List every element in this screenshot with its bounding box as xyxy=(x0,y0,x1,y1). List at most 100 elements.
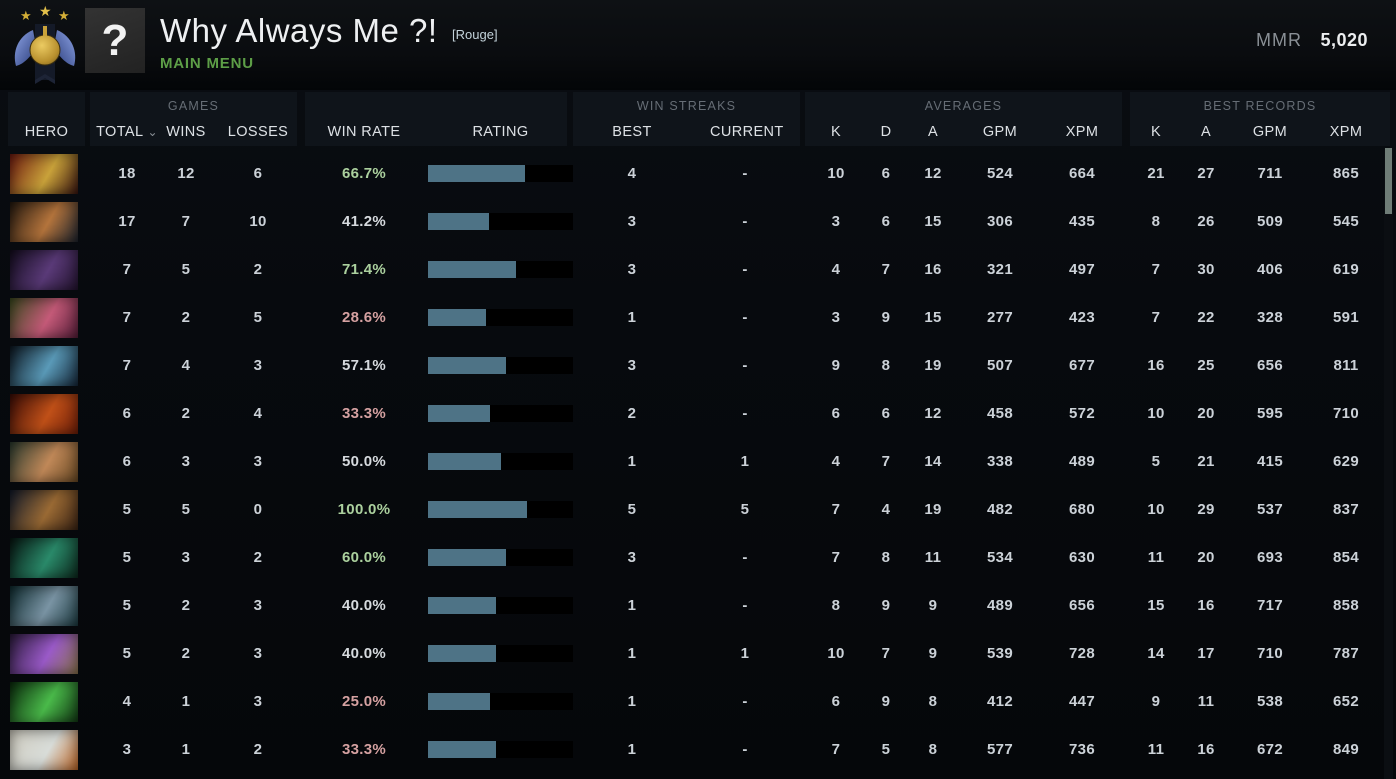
win-rate-value: 57.1% xyxy=(341,357,387,374)
best-assists-value: 22 xyxy=(1197,309,1215,326)
hero-portrait[interactable] xyxy=(10,490,78,530)
hero-stats-row[interactable]: 5 2 3 40.0% 1 1 10 7 9 539 728 14 17 710… xyxy=(0,630,1396,678)
hero-stats-row[interactable]: 17 7 10 41.2% 3 - 3 6 15 306 435 8 26 50… xyxy=(0,198,1396,246)
win-rate-value: 25.0% xyxy=(341,693,387,710)
best-assists-value: 20 xyxy=(1197,405,1215,422)
column-header-best-streak[interactable]: BEST xyxy=(612,124,652,140)
column-header-avg-xpm[interactable]: XPM xyxy=(1065,124,1099,140)
best-kills-value: 7 xyxy=(1151,309,1161,326)
mmr-value: 5,020 xyxy=(1320,30,1368,50)
column-header-avg-kills[interactable]: K xyxy=(830,124,842,140)
hero-stats-row[interactable]: 4 1 3 25.0% 1 - 6 9 8 412 447 9 11 538 6… xyxy=(0,678,1396,726)
hero-portrait[interactable] xyxy=(10,250,78,290)
hero-stats-row[interactable]: 5 2 3 40.0% 1 - 8 9 9 489 656 15 16 717 … xyxy=(0,582,1396,630)
best-assists-value: 30 xyxy=(1197,261,1215,278)
vertical-scrollbar[interactable] xyxy=(1384,148,1393,779)
best-assists-value: 29 xyxy=(1197,501,1215,518)
hero-stats-row[interactable]: 6 2 4 33.3% 2 - 6 6 12 458 572 10 20 595… xyxy=(0,390,1396,438)
rating-bar xyxy=(428,390,573,438)
hero-stats-row[interactable]: 7 5 2 71.4% 3 - 4 7 16 321 497 7 30 406 … xyxy=(0,246,1396,294)
hero-stats-row[interactable]: 6 3 3 50.0% 1 1 4 7 14 338 489 5 21 415 … xyxy=(0,438,1396,486)
column-header-avg-deaths[interactable]: D xyxy=(880,124,892,140)
column-header-current-streak[interactable]: CURRENT xyxy=(710,124,784,140)
column-header-wins[interactable]: WINS xyxy=(166,124,206,140)
best-streak-value: 1 xyxy=(627,597,637,614)
hero-stats-row[interactable]: 5 5 0 100.0% 5 5 7 4 19 482 680 10 29 53… xyxy=(0,486,1396,534)
hero-portrait[interactable] xyxy=(10,154,78,194)
best-xpm-value: 849 xyxy=(1333,741,1359,758)
column-header-win-rate[interactable]: WIN RATE xyxy=(327,124,401,140)
rating-bar-fill xyxy=(428,645,497,662)
hero-portrait[interactable] xyxy=(10,682,78,722)
column-header-total[interactable]: TOTAL ⌄ xyxy=(92,121,162,143)
player-avatar[interactable]: ? xyxy=(85,8,145,73)
win-rate-value: 41.2% xyxy=(341,213,387,230)
avg-deaths-value: 6 xyxy=(881,405,891,422)
losses-value: 6 xyxy=(253,165,263,182)
rating-bar-fill xyxy=(428,405,491,422)
hero-stats-row[interactable]: 7 2 5 28.6% 1 - 3 9 15 277 423 7 22 328 … xyxy=(0,294,1396,342)
avg-xpm-value: 447 xyxy=(1069,693,1095,710)
avg-gpm-value: 507 xyxy=(987,357,1013,374)
best-assists-value: 11 xyxy=(1197,693,1215,710)
scrollbar-thumb[interactable] xyxy=(1385,148,1392,214)
player-name-block: Why Always Me ?! [Rouge] MAIN MENU xyxy=(160,12,498,72)
hero-portrait[interactable] xyxy=(10,442,78,482)
avg-gpm-value: 577 xyxy=(987,741,1013,758)
column-header-avg-assists[interactable]: A xyxy=(927,124,939,140)
losses-value: 3 xyxy=(253,645,263,662)
avg-deaths-value: 4 xyxy=(881,501,891,518)
avg-kills-value: 4 xyxy=(831,453,841,470)
hero-portrait[interactable] xyxy=(10,586,78,626)
hero-stats-row[interactable]: 3 1 2 33.3% 1 - 7 5 8 577 736 11 16 672 … xyxy=(0,726,1396,774)
best-assists-value: 16 xyxy=(1197,597,1215,614)
column-header-best-gpm[interactable]: GPM xyxy=(1252,124,1288,140)
avg-kills-value: 10 xyxy=(827,165,845,182)
current-streak-value: - xyxy=(742,213,748,230)
wins-value: 5 xyxy=(181,261,191,278)
hero-stats-row[interactable]: 7 4 3 57.1% 3 - 9 8 19 507 677 16 25 656… xyxy=(0,342,1396,390)
hero-portrait[interactable] xyxy=(10,634,78,674)
hero-stats-row[interactable]: 18 12 6 66.7% 4 - 10 6 12 524 664 21 27 … xyxy=(0,150,1396,198)
hero-stats-row[interactable]: 5 3 2 60.0% 3 - 7 8 11 534 630 11 20 693… xyxy=(0,534,1396,582)
best-gpm-value: 509 xyxy=(1257,213,1283,230)
best-gpm-value: 656 xyxy=(1257,357,1283,374)
hero-portrait[interactable] xyxy=(10,298,78,338)
column-header-losses[interactable]: LOSSES xyxy=(227,124,289,140)
wins-value: 7 xyxy=(181,213,191,230)
best-gpm-value: 710 xyxy=(1257,645,1283,662)
column-header-avg-gpm[interactable]: GPM xyxy=(982,124,1018,140)
avg-gpm-value: 277 xyxy=(987,309,1013,326)
total-games-value: 3 xyxy=(122,741,132,758)
rating-bar-track xyxy=(428,741,573,758)
avg-gpm-value: 524 xyxy=(987,165,1013,182)
avg-deaths-value: 5 xyxy=(881,741,891,758)
column-header-best-kills[interactable]: K xyxy=(1150,124,1162,140)
hero-portrait[interactable] xyxy=(10,394,78,434)
rating-bar-track xyxy=(428,261,573,278)
total-games-value: 5 xyxy=(122,645,132,662)
hero-portrait[interactable] xyxy=(10,538,78,578)
best-assists-value: 16 xyxy=(1197,741,1215,758)
rating-bar-fill xyxy=(428,597,497,614)
column-header-best-assists[interactable]: A xyxy=(1200,124,1212,140)
column-header-rating[interactable]: RATING xyxy=(472,124,529,140)
avg-kills-value: 9 xyxy=(831,357,841,374)
column-header-best-xpm[interactable]: XPM xyxy=(1329,124,1363,140)
avg-deaths-value: 7 xyxy=(881,645,891,662)
best-streak-value: 1 xyxy=(627,645,637,662)
current-streak-value: 1 xyxy=(740,645,750,662)
column-header-hero[interactable]: HERO xyxy=(24,124,69,140)
hero-portrait[interactable] xyxy=(10,346,78,386)
rating-bar xyxy=(428,438,573,486)
hero-portrait[interactable] xyxy=(10,202,78,242)
rating-bar xyxy=(428,150,573,198)
rating-bar xyxy=(428,198,573,246)
best-kills-value: 15 xyxy=(1147,597,1165,614)
best-gpm-value: 415 xyxy=(1257,453,1283,470)
avg-deaths-value: 8 xyxy=(881,549,891,566)
hero-portrait[interactable] xyxy=(10,730,78,770)
best-streak-value: 3 xyxy=(627,357,637,374)
avg-assists-value: 15 xyxy=(924,309,942,326)
